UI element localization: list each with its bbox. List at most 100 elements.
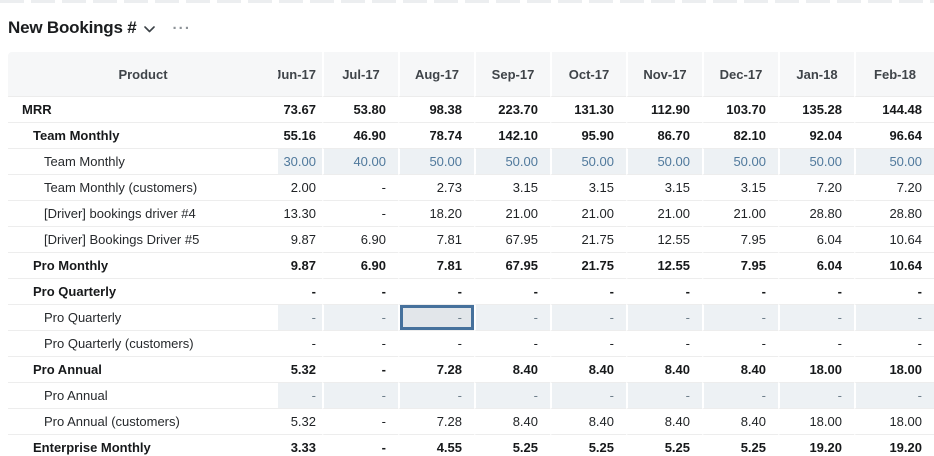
value-cell[interactable]: 21.75 (550, 227, 626, 253)
value-cell[interactable]: 21.00 (550, 201, 626, 227)
value-cell[interactable]: 78.74 (398, 123, 474, 149)
product-cell[interactable]: Pro Monthly (8, 253, 278, 279)
value-cell[interactable]: - (626, 279, 702, 305)
value-cell[interactable]: - (474, 383, 550, 409)
value-cell[interactable]: 8.40 (550, 409, 626, 435)
value-cell[interactable]: 67.95 (474, 227, 550, 253)
value-cell[interactable]: - (278, 331, 322, 357)
value-cell[interactable]: 92.04 (778, 123, 854, 149)
value-cell[interactable]: 5.32 (278, 357, 322, 383)
value-cell[interactable]: 30.00 (278, 149, 322, 175)
product-cell[interactable]: Pro Quarterly (customers) (8, 331, 278, 357)
product-cell[interactable]: MRR (8, 97, 278, 123)
value-cell[interactable]: - (778, 331, 854, 357)
value-cell[interactable]: - (322, 175, 398, 201)
value-cell[interactable]: 6.04 (778, 227, 854, 253)
value-cell[interactable]: - (854, 331, 934, 357)
value-cell[interactable]: 10.64 (854, 227, 934, 253)
value-cell[interactable]: - (474, 331, 550, 357)
value-cell[interactable]: - (278, 279, 322, 305)
product-cell[interactable]: [Driver] bookings driver #4 (8, 201, 278, 227)
value-cell[interactable]: - (626, 305, 702, 331)
value-cell[interactable]: - (778, 279, 854, 305)
value-cell[interactable]: 5.25 (626, 435, 702, 456)
value-cell[interactable]: 7.81 (398, 253, 474, 279)
value-cell[interactable]: 9.87 (278, 253, 322, 279)
value-cell[interactable]: - (854, 305, 934, 331)
value-cell[interactable]: - (778, 305, 854, 331)
value-cell[interactable]: - (322, 435, 398, 456)
value-cell[interactable]: - (278, 305, 322, 331)
value-cell[interactable]: 21.00 (474, 201, 550, 227)
product-cell[interactable]: Pro Quarterly (8, 305, 278, 331)
value-cell[interactable]: 5.32 (278, 409, 322, 435)
value-cell[interactable]: 96.64 (854, 123, 934, 149)
value-cell[interactable]: 8.40 (550, 357, 626, 383)
product-cell[interactable]: Team Monthly (customers) (8, 175, 278, 201)
value-cell[interactable]: 142.10 (474, 123, 550, 149)
product-cell[interactable]: Pro Annual (8, 357, 278, 383)
value-cell[interactable]: 21.00 (626, 201, 702, 227)
value-cell[interactable]: 82.10 (702, 123, 778, 149)
product-cell[interactable]: Enterprise Monthly (8, 435, 278, 456)
value-cell[interactable]: 7.95 (702, 253, 778, 279)
value-cell[interactable]: - (702, 279, 778, 305)
value-cell[interactable]: 67.95 (474, 253, 550, 279)
value-cell[interactable]: - (702, 331, 778, 357)
value-cell[interactable]: 28.80 (854, 201, 934, 227)
value-cell[interactable]: 10.64 (854, 253, 934, 279)
product-cell[interactable]: Pro Annual (8, 383, 278, 409)
product-cell[interactable]: [Driver] Bookings Driver #5 (8, 227, 278, 253)
value-cell[interactable]: - (702, 305, 778, 331)
value-cell[interactable]: - (322, 409, 398, 435)
value-cell[interactable]: 8.40 (626, 357, 702, 383)
product-cell[interactable]: Pro Annual (customers) (8, 409, 278, 435)
value-cell[interactable]: 8.40 (474, 357, 550, 383)
value-cell[interactable]: 40.00 (322, 149, 398, 175)
value-cell[interactable]: 28.80 (778, 201, 854, 227)
value-cell[interactable]: 50.00 (854, 149, 934, 175)
value-cell[interactable]: - (550, 305, 626, 331)
value-cell[interactable]: 135.28 (778, 97, 854, 123)
value-cell[interactable]: 12.55 (626, 253, 702, 279)
value-cell[interactable]: 18.20 (398, 201, 474, 227)
value-cell[interactable]: 18.00 (854, 409, 934, 435)
value-cell[interactable]: - (322, 383, 398, 409)
value-cell[interactable]: - (550, 383, 626, 409)
value-cell[interactable]: 8.40 (474, 409, 550, 435)
value-cell[interactable]: 8.40 (702, 357, 778, 383)
value-cell[interactable]: 7.81 (398, 227, 474, 253)
value-cell[interactable]: 12.55 (626, 227, 702, 253)
value-cell[interactable]: 2.00 (278, 175, 322, 201)
value-cell[interactable]: 7.95 (702, 227, 778, 253)
value-cell[interactable]: 3.33 (278, 435, 322, 456)
value-cell[interactable]: 50.00 (778, 149, 854, 175)
value-cell[interactable]: - (626, 383, 702, 409)
value-cell[interactable]: 4.55 (398, 435, 474, 456)
value-cell[interactable]: 223.70 (474, 97, 550, 123)
value-cell[interactable]: 112.90 (626, 97, 702, 123)
value-cell[interactable]: 6.90 (322, 227, 398, 253)
value-cell[interactable]: 3.15 (702, 175, 778, 201)
value-cell[interactable]: 3.15 (626, 175, 702, 201)
value-cell[interactable]: 6.04 (778, 253, 854, 279)
value-cell[interactable]: 6.90 (322, 253, 398, 279)
value-cell[interactable]: - (474, 279, 550, 305)
value-cell[interactable]: - (322, 201, 398, 227)
value-cell[interactable]: 8.40 (702, 409, 778, 435)
value-cell[interactable]: 5.25 (474, 435, 550, 456)
value-cell[interactable]: 18.00 (778, 409, 854, 435)
value-cell[interactable]: - (278, 383, 322, 409)
value-cell[interactable]: - (398, 383, 474, 409)
value-cell[interactable]: - (550, 279, 626, 305)
value-cell[interactable]: 98.38 (398, 97, 474, 123)
value-cell[interactable]: 19.20 (778, 435, 854, 456)
value-cell[interactable]: 7.20 (778, 175, 854, 201)
value-cell[interactable]: - (778, 383, 854, 409)
value-cell[interactable]: 50.00 (474, 149, 550, 175)
value-cell[interactable]: - (322, 357, 398, 383)
value-cell[interactable]: - (322, 331, 398, 357)
value-cell[interactable]: 50.00 (702, 149, 778, 175)
value-cell[interactable]: 95.90 (550, 123, 626, 149)
value-cell[interactable]: 21.00 (702, 201, 778, 227)
